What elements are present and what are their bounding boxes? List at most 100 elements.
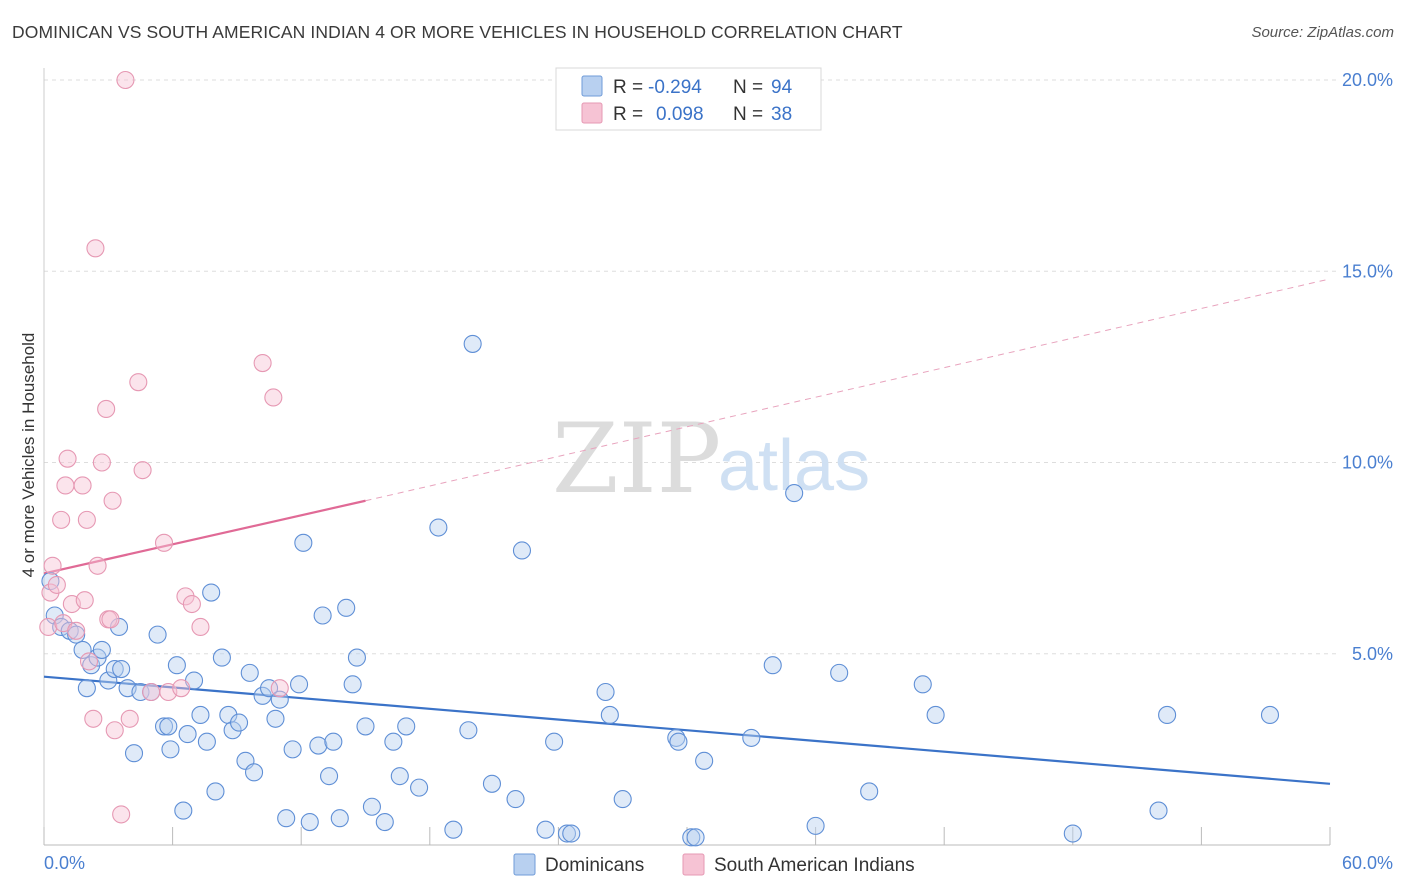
dominicans-point [294, 533, 313, 552]
dominicans-point [763, 656, 782, 675]
correlation-legend: R = -0.294 N = 94 R = 0.098 N = 38 [555, 67, 822, 131]
legend-n-label-2: N = [733, 104, 763, 125]
south-american-indians-point [133, 461, 152, 480]
dominicans-point [320, 767, 339, 786]
dominicans-point [174, 801, 193, 820]
dominicans-points [41, 334, 1280, 847]
dominicans-point [512, 541, 532, 560]
y-axis-label: 4 or more Vehicles in Household [19, 333, 38, 578]
south-american-indians-point [58, 449, 77, 468]
dominicans-point [159, 717, 178, 736]
dominicans-point [202, 583, 221, 602]
dominicans-point [596, 682, 615, 702]
south-american-indians-point [47, 575, 66, 594]
legend-n-value-1: 94 [771, 77, 793, 98]
dominicans-point [309, 736, 328, 755]
south-american-indians-point [154, 533, 174, 552]
x-tick-label-start: 0.0% [44, 853, 85, 873]
dominicans-point [362, 797, 381, 816]
south-american-indians-point [191, 617, 210, 637]
legend-n-value-2: 38 [771, 104, 792, 125]
dominicans-point [178, 725, 197, 744]
dominicans-point [229, 713, 249, 732]
dominicans-point [300, 812, 319, 832]
dominicans-point [212, 648, 231, 667]
legend-swatch-south-american-indians [581, 102, 603, 124]
chart-title: DOMINICAN VS SOUTH AMERICAN INDIAN 4 OR … [12, 22, 903, 42]
dominicans-point [223, 721, 242, 740]
south-american-indians-point [75, 591, 94, 610]
dominicans-point [806, 816, 825, 835]
dominicans-point [600, 705, 619, 725]
dominicans-point [124, 744, 144, 763]
dominicans-point [253, 686, 272, 705]
south-american-indians-points [39, 70, 289, 824]
south-american-indians-point [264, 388, 283, 407]
dominicans-point [77, 679, 96, 698]
dominicans-point [375, 812, 394, 832]
dominicans-point [742, 728, 761, 747]
dominicans-point [562, 824, 581, 843]
south-american-indians-point [116, 70, 135, 90]
south-american-indians-point [105, 721, 124, 740]
south-american-indians-point [43, 556, 62, 575]
dominicans-point [191, 705, 210, 725]
trend-lines [43, 278, 1331, 785]
dominicans-point [444, 820, 463, 839]
y-tick-labels: 5.0% 10.0% 15.0% 20.0% [1342, 70, 1393, 664]
chart-source: Source: ZipAtlas.com [1251, 24, 1394, 41]
dominicans-point [356, 717, 375, 736]
y-tick-label: 5.0% [1352, 644, 1393, 664]
south-american-indians-point [41, 583, 60, 602]
south-american-indians-trend-line [43, 499, 366, 575]
dominicans-point [330, 809, 349, 828]
y-tick-label: 20.0% [1342, 70, 1393, 90]
dominicans-point [695, 751, 714, 770]
dominicans-point [506, 790, 525, 809]
south-american-indians-point [79, 652, 99, 671]
dominicans-point [167, 656, 186, 675]
dominicans-point [463, 334, 482, 353]
watermark-zip: ZIP [552, 403, 721, 515]
dominicans-point [384, 732, 403, 751]
watermark: ZIP atlas [552, 403, 870, 515]
legend-r-label-2: R = [613, 104, 643, 125]
bottom-legend-south-american-indians: South American Indians [714, 855, 915, 876]
south-american-indians-point [73, 476, 92, 495]
dominicans-point [686, 828, 705, 847]
x-tick-label-end: 60.0% [1342, 853, 1393, 873]
south-american-indians-point [176, 587, 195, 606]
dominicans-point [337, 598, 356, 617]
dominicans-point [73, 640, 92, 659]
dominicans-point [926, 705, 945, 725]
dominicans-point [206, 782, 225, 801]
dominicans-point [1260, 705, 1280, 725]
dominicans-point [545, 732, 564, 751]
dominicans-point [397, 717, 416, 736]
dominicans-point [324, 732, 343, 751]
dominicans-point [277, 809, 296, 828]
dominicans-point [266, 709, 285, 728]
bottom-legend-dominicans: Dominicans [545, 855, 644, 876]
south-american-indians-point [101, 610, 120, 629]
dominicans-point [112, 659, 131, 679]
dominicans-point [410, 778, 429, 797]
south-american-indians-point [77, 510, 96, 529]
dominicans-point [240, 663, 259, 682]
south-american-indians-point [84, 709, 103, 728]
dominicans-point [197, 732, 216, 751]
legend-swatch-dominicans [581, 75, 603, 97]
dominicans-point [92, 640, 111, 659]
dominicans-point [482, 774, 502, 793]
dominicans-point [105, 659, 124, 679]
south-american-indians-point [172, 679, 191, 698]
dominicans-point [99, 671, 118, 690]
dominicans-point [1149, 801, 1168, 820]
dominicans-point [244, 763, 264, 782]
dominicans-point [259, 679, 279, 698]
dominicans-point [290, 675, 309, 694]
bottom-legend-swatch-dominicans [513, 853, 536, 876]
legend-r-value-2: 0.098 [656, 104, 704, 125]
dominicans-point [313, 606, 332, 625]
